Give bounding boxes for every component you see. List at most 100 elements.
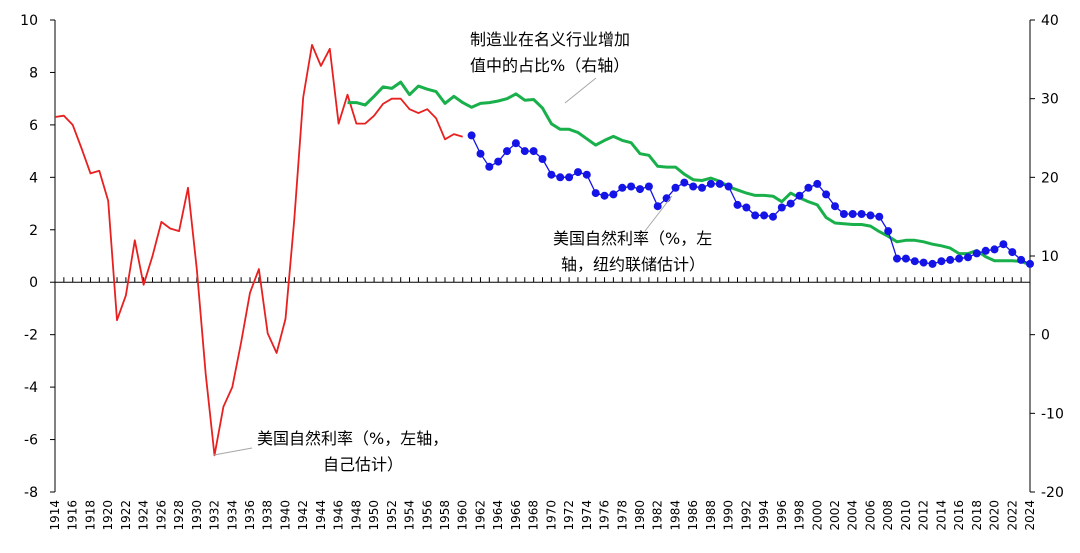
x-tick-label: 1948 <box>349 500 363 531</box>
x-tick-label: 1982 <box>651 500 665 531</box>
data-point-blue <box>777 203 786 212</box>
data-point-blue <box>609 190 618 199</box>
x-tick-label: 1974 <box>580 500 594 531</box>
x-tick-label: 2008 <box>881 500 895 531</box>
series-line-green <box>347 80 1031 267</box>
data-point-blue <box>520 147 529 156</box>
data-point-blue <box>981 246 990 255</box>
data-point-blue <box>866 211 875 220</box>
data-point-blue <box>698 183 706 192</box>
x-tick-label: 1970 <box>544 500 558 531</box>
x-tick-label: 2020 <box>988 500 1002 531</box>
data-point-blue <box>795 191 804 200</box>
data-point-blue <box>804 183 813 192</box>
data-point-blue <box>733 200 742 209</box>
data-point-blue <box>910 257 919 266</box>
data-point-blue <box>706 179 715 188</box>
data-point-blue <box>937 257 946 266</box>
x-tick-label: 2014 <box>934 500 948 531</box>
series-blue <box>467 131 1034 268</box>
x-tick-label: 1928 <box>172 500 186 531</box>
data-point-blue <box>813 179 822 188</box>
x-tick-label: 1996 <box>775 500 789 531</box>
data-point-blue <box>680 178 689 187</box>
x-tick-label: 2010 <box>899 500 913 531</box>
x-tick-label: 1960 <box>456 500 470 531</box>
data-point-blue <box>467 131 476 140</box>
annotation-green-line-2: 值中的占比%（右轴） <box>470 56 629 75</box>
annotation-blue-line-1: 美国自然利率（%，左 <box>553 229 712 248</box>
x-tick-label: 2016 <box>952 500 966 531</box>
data-point-blue <box>662 194 671 203</box>
data-point-blue <box>831 202 839 211</box>
annotation-leader-red <box>213 447 253 456</box>
x-tick-label: 1932 <box>208 500 222 531</box>
y-right-tick-label: -10 <box>1041 406 1064 422</box>
data-point-blue <box>644 182 653 191</box>
y-right-axis: -20 -10 0 10 20 30 40 <box>1030 13 1064 501</box>
data-point-blue <box>671 183 680 192</box>
y-right-tick-label: -20 <box>1041 485 1064 501</box>
x-tick-label: 1966 <box>509 500 523 531</box>
data-point-blue <box>556 173 565 182</box>
data-point-blue <box>990 245 999 254</box>
x-tick-label: 1958 <box>438 500 452 531</box>
x-tick-label: 1980 <box>633 500 647 531</box>
data-point-blue <box>538 155 547 163</box>
y-right-tick-label: 40 <box>1041 13 1059 29</box>
x-tick-label: 1988 <box>704 500 718 531</box>
data-point-blue <box>919 258 928 267</box>
y-left-tick-label: -8 <box>24 485 38 501</box>
data-point-blue <box>893 254 901 263</box>
y-left-tick-label: -6 <box>24 433 38 449</box>
x-tick-label: 2002 <box>828 500 842 531</box>
x-tick-label: 1926 <box>154 500 168 531</box>
x-tick-label: 1978 <box>615 500 629 531</box>
data-point-blue <box>636 185 644 194</box>
x-tick-label: 1916 <box>66 500 80 531</box>
data-point-blue <box>751 211 760 220</box>
x-tick-label: 1924 <box>137 500 151 531</box>
x-tick-label: 2018 <box>970 500 984 531</box>
data-point-blue <box>760 211 769 220</box>
data-point-blue <box>822 190 831 199</box>
x-tick-label: 1952 <box>385 500 399 531</box>
x-tick-label: 2012 <box>917 500 931 531</box>
y-right-tick-label: 20 <box>1041 170 1059 186</box>
series-green <box>347 80 1031 267</box>
x-tick-label: 1972 <box>562 500 576 531</box>
data-point-blue <box>848 210 857 218</box>
x-tick-label: 1992 <box>739 500 753 531</box>
data-point-blue <box>547 170 556 179</box>
data-point-blue <box>972 249 981 258</box>
data-point-blue <box>724 182 733 191</box>
x-tick-label: 1994 <box>757 500 771 531</box>
data-point-blue <box>839 210 848 218</box>
data-point-blue <box>1017 255 1026 264</box>
data-point-blue <box>786 199 795 208</box>
x-tick-label: 1950 <box>367 500 381 531</box>
series-line-red <box>54 44 463 457</box>
data-point-blue <box>901 254 910 263</box>
x-tick-label: 1962 <box>473 500 487 531</box>
data-point-blue <box>769 212 777 221</box>
x-tick-label: 1940 <box>278 500 292 531</box>
data-point-blue <box>574 168 582 177</box>
data-point-blue <box>875 212 884 221</box>
data-point-blue <box>884 227 893 236</box>
y-left-axis: -8 -6 -4 -2 0 2 4 6 8 10 <box>20 13 55 501</box>
data-point-blue <box>964 253 972 262</box>
y-left-tick-label: -4 <box>24 380 38 396</box>
x-tick-label: 1990 <box>722 500 736 531</box>
y-left-tick-label: 4 <box>29 170 38 186</box>
data-point-blue <box>627 182 636 191</box>
x-tick-label: 1968 <box>527 500 541 531</box>
x-tick-label: 2006 <box>863 500 877 531</box>
x-tick-label: 1944 <box>314 500 328 531</box>
x-tick-label: 1956 <box>420 500 434 531</box>
x-tick-label: 1964 <box>491 500 505 531</box>
x-tick-label: 1918 <box>83 500 97 531</box>
axes <box>54 20 1031 492</box>
x-tick-label: 1998 <box>793 500 807 531</box>
x-tick-label: 1954 <box>403 500 417 531</box>
